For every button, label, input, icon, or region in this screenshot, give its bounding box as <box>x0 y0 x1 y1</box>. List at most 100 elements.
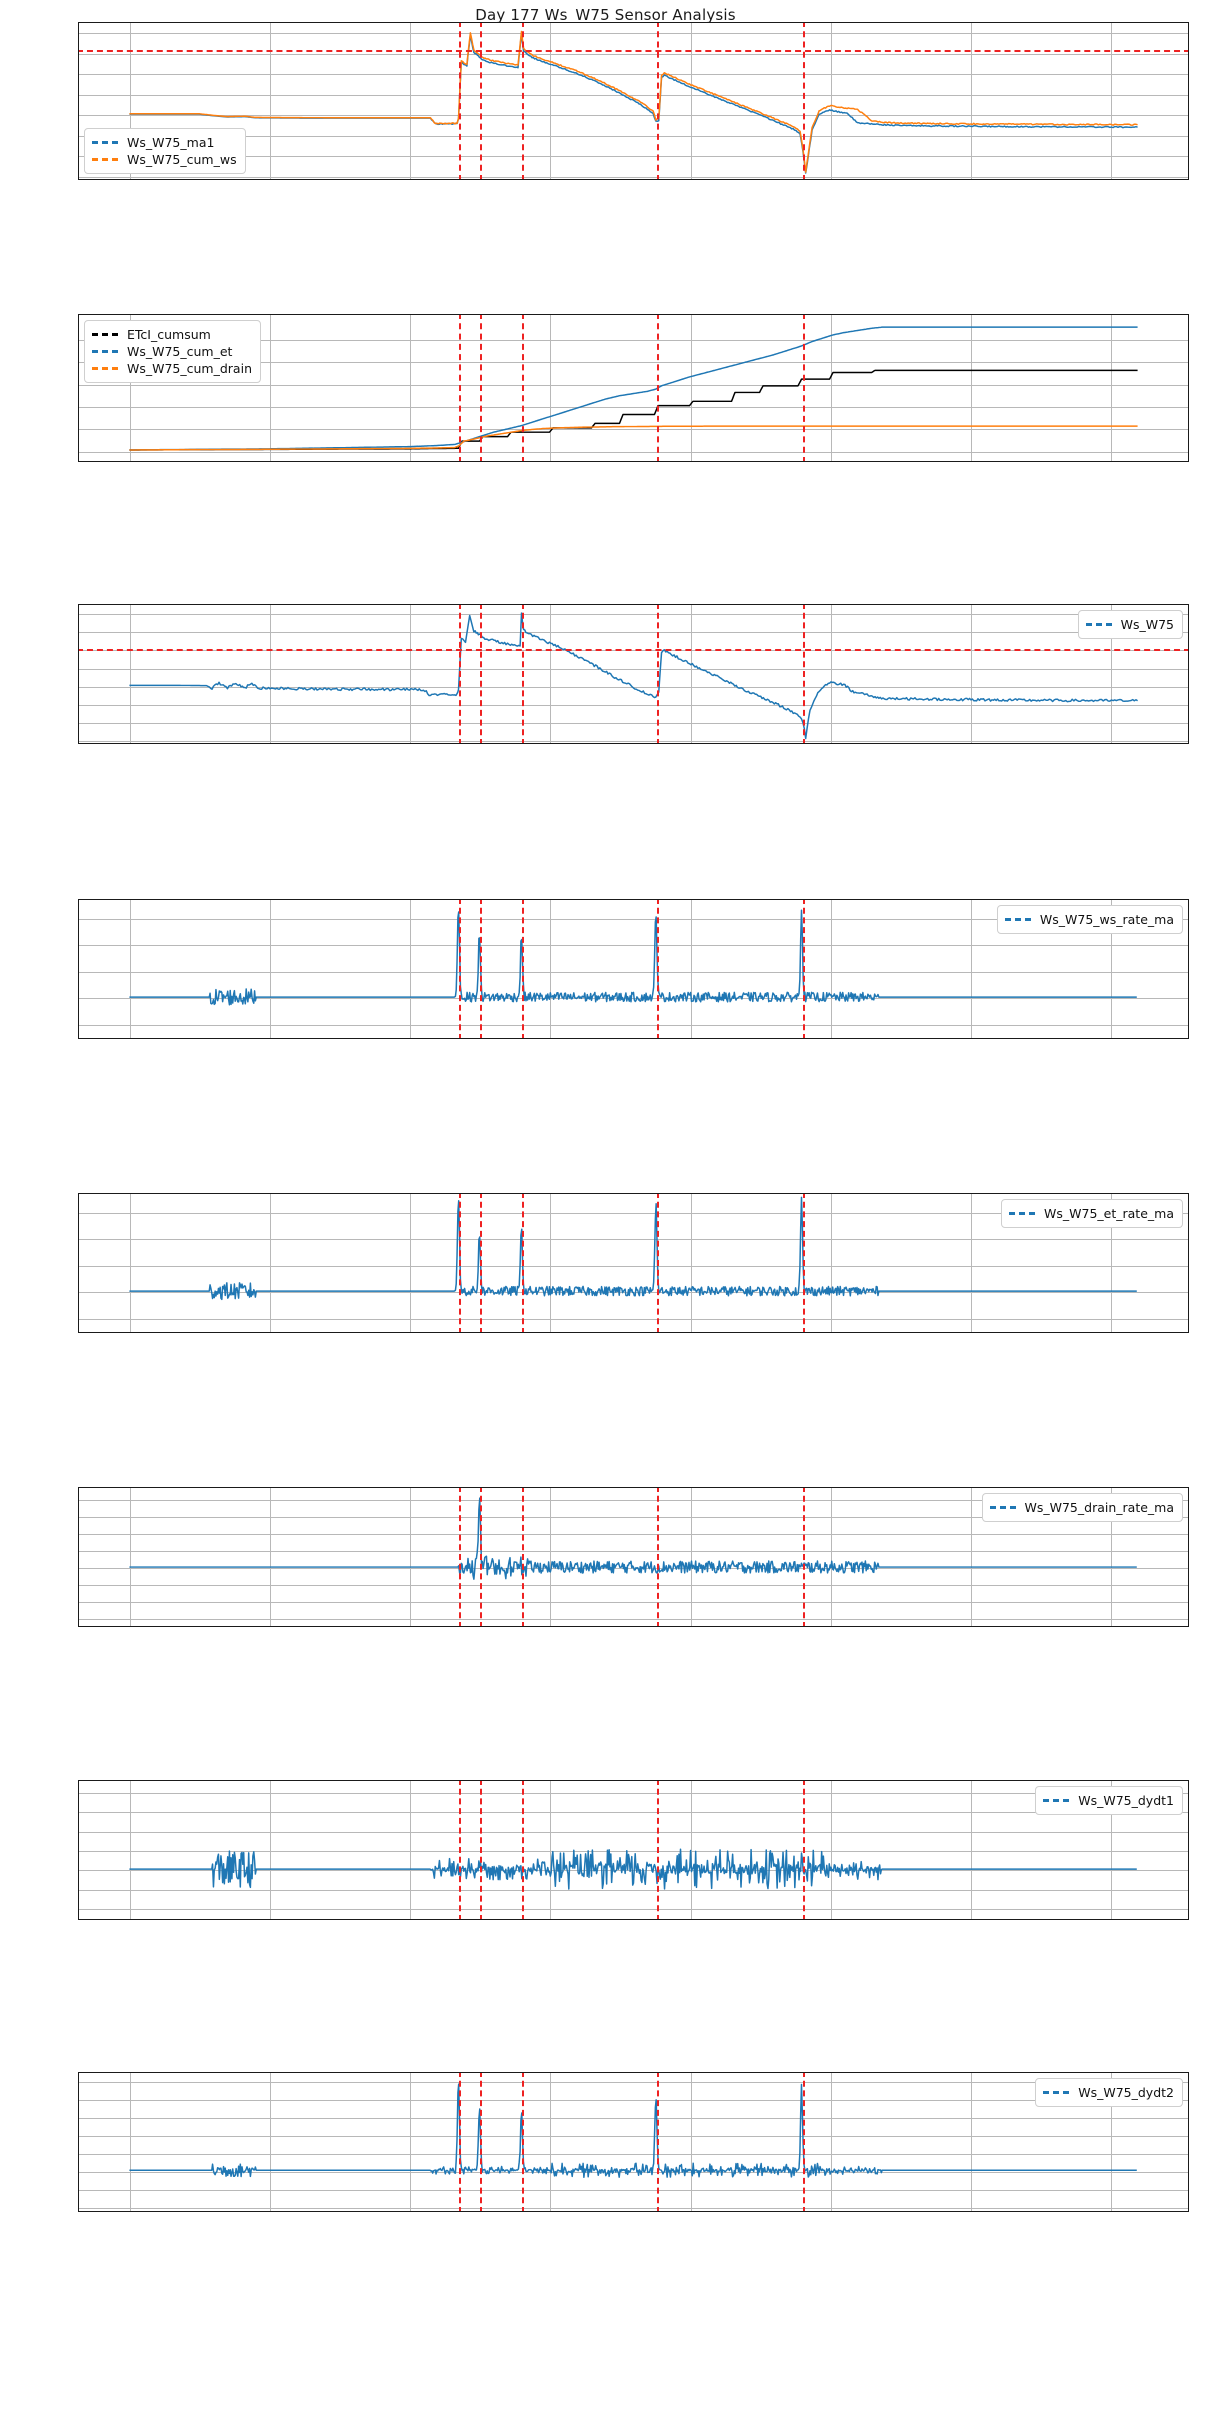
x-gridline <box>1111 605 1113 743</box>
legend-item[interactable]: Ws_W75_cum_et <box>92 343 252 360</box>
panel-ws-rate-axes: -0.50.00.51.01.5020040060080010001200140… <box>78 899 1189 1039</box>
panel-water-status-series <box>129 30 1138 174</box>
panel-ws-rate-legend[interactable]: Ws_W75_ws_rate_ma <box>996 905 1183 934</box>
x-gridline <box>129 315 131 461</box>
y-gridline <box>79 2081 1188 2083</box>
x-gridline <box>830 1194 832 1332</box>
panel-cumulative: 0204060801000200400600800100012001400ETc… <box>0 314 1211 518</box>
event-line <box>480 23 483 179</box>
x-tick-mark <box>1111 2211 1112 2212</box>
x-gridline <box>830 1488 832 1626</box>
y-gridline <box>79 1239 1188 1241</box>
legend-item[interactable]: Ws_W75_dydt2 <box>1043 2084 1174 2101</box>
panel-dydt2-legend[interactable]: Ws_W75_dydt2 <box>1035 2078 1183 2107</box>
x-gridline <box>971 900 973 1038</box>
legend-dash-icon <box>1043 1799 1070 1802</box>
legend-item[interactable]: Ws_W75_ws_rate_ma <box>1004 911 1174 928</box>
y-gridline <box>79 1319 1188 1321</box>
event-line <box>480 1194 483 1332</box>
x-tick-mark <box>409 1919 410 1920</box>
x-tick-mark <box>269 743 270 744</box>
legend-item[interactable]: Ws_W75_cum_drain <box>92 360 252 377</box>
series-line-Ws_W75_ma1 <box>129 32 1138 174</box>
event-line <box>522 605 525 743</box>
legend-label: Ws_W75_dydt2 <box>1078 2084 1174 2100</box>
y-gridline <box>79 1851 1188 1852</box>
y-gridline <box>79 614 1188 616</box>
legend-item[interactable]: Ws_W75 <box>1085 616 1174 633</box>
event-line <box>656 1194 659 1332</box>
panel-water-status-legend[interactable]: Ws_W75_ma1 Ws_W75_cum_ws <box>84 128 246 174</box>
x-tick-mark <box>550 2211 551 2212</box>
event-line <box>459 315 462 461</box>
x-gridline <box>129 605 131 743</box>
x-tick-mark <box>1111 1332 1112 1333</box>
event-line <box>480 1781 483 1919</box>
x-gridline <box>690 900 692 1038</box>
legend-item[interactable]: Ws_W75_ma1 <box>92 134 237 151</box>
x-gridline <box>410 900 412 1038</box>
y-gridline <box>79 115 1188 117</box>
panel-et-rate-legend[interactable]: Ws_W75_et_rate_ma <box>1001 1199 1183 1228</box>
x-gridline <box>129 23 131 179</box>
y-gridline <box>79 176 1188 178</box>
panel-cumulative-legend[interactable]: ETcI_cumsum Ws_W75_cum_et Ws_W75_cum_drain <box>84 320 261 383</box>
event-line <box>802 1488 805 1626</box>
event-line <box>656 1488 659 1626</box>
legend-item[interactable]: Ws_W75_drain_rate_ma <box>989 1499 1174 1516</box>
panel-dydt1-series <box>129 1848 1137 1890</box>
event-line <box>522 23 525 179</box>
panel-drain-rate-axes: -0.75-0.50-0.250.000.250.500.751.0002004… <box>78 1487 1189 1627</box>
legend-label: Ws_W75_ws_rate_ma <box>1039 911 1174 927</box>
y-gridline <box>79 53 1188 55</box>
event-line <box>802 900 805 1038</box>
y-gridline <box>79 2153 1188 2155</box>
legend-item[interactable]: ETcI_cumsum <box>92 326 252 343</box>
x-tick-mark <box>971 743 972 744</box>
x-gridline <box>971 315 973 461</box>
y-gridline <box>79 384 1188 386</box>
panel-drain-rate-legend[interactable]: Ws_W75_drain_rate_ma <box>981 1493 1183 1522</box>
panel-raw-sensor-legend[interactable]: Ws_W75 <box>1077 610 1183 639</box>
x-gridline <box>830 315 832 461</box>
legend-item[interactable]: Ws_W75_cum_ws <box>92 151 237 168</box>
y-gridline <box>79 94 1188 96</box>
x-gridline <box>129 1781 131 1919</box>
x-tick-mark <box>269 1038 270 1039</box>
y-gridline <box>79 1212 1188 1214</box>
x-tick-mark <box>690 2211 691 2212</box>
x-tick-mark <box>550 1038 551 1039</box>
y-gridline <box>79 971 1188 973</box>
x-gridline <box>690 2073 692 2211</box>
event-line <box>459 1781 462 1919</box>
x-gridline <box>1111 315 1113 461</box>
y-gridline <box>79 156 1188 158</box>
legend-dash-icon <box>989 1506 1016 1509</box>
x-tick-mark <box>269 2211 270 2212</box>
event-line <box>480 605 483 743</box>
legend-label: ETcI_cumsum <box>127 326 211 342</box>
legend-label: Ws_W75_cum_ws <box>127 151 237 167</box>
y-gridline <box>79 945 1188 947</box>
legend-dash-icon <box>92 350 118 353</box>
x-tick-mark <box>1111 1038 1112 1039</box>
event-line <box>522 1488 525 1626</box>
x-tick-mark <box>129 461 130 462</box>
legend-label: Ws_W75_cum_drain <box>127 360 252 376</box>
y-gridline <box>79 1585 1188 1587</box>
x-tick-mark <box>550 1919 551 1920</box>
legend-dash-icon <box>92 333 118 336</box>
x-tick-mark <box>269 461 270 462</box>
legend-item[interactable]: Ws_W75_et_rate_ma <box>1009 1205 1174 1222</box>
panel-dydt1-legend[interactable]: Ws_W75_dydt1 <box>1035 1786 1183 1815</box>
legend-item[interactable]: Ws_W75_dydt1 <box>1043 1792 1174 1809</box>
x-tick-mark <box>129 1038 130 1039</box>
x-gridline <box>971 1488 973 1626</box>
legend-dash-icon <box>92 158 118 161</box>
y-gridline <box>79 2117 1188 2119</box>
x-tick-mark <box>971 461 972 462</box>
y-gridline <box>79 1812 1188 1814</box>
x-gridline <box>269 900 271 1038</box>
x-tick-mark <box>409 461 410 462</box>
